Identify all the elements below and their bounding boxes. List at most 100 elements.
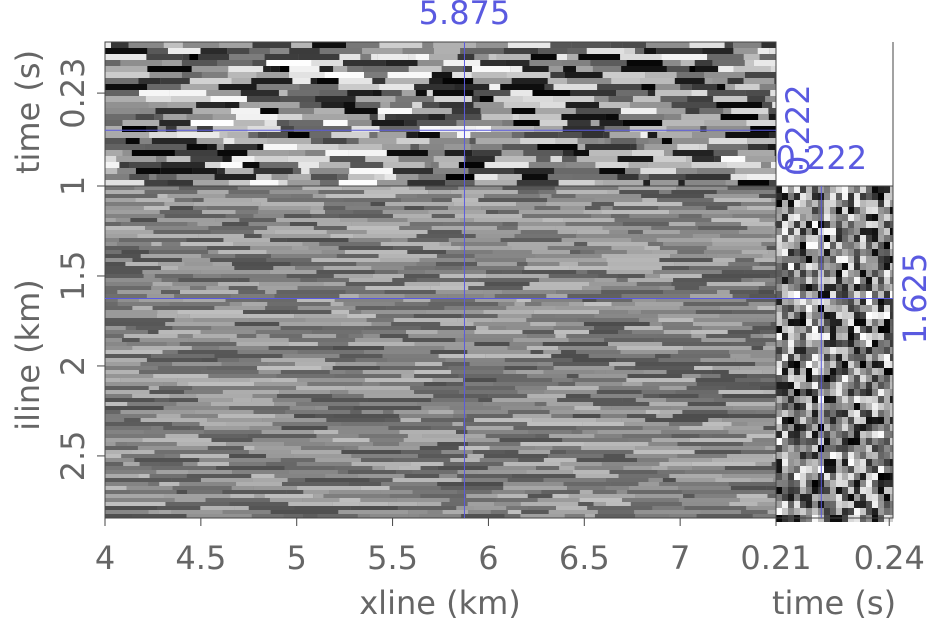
- texture-cell: [854, 431, 860, 438]
- texture-cell: [283, 514, 304, 518]
- texture-cell: [655, 84, 681, 90]
- texture-cell: [382, 210, 429, 214]
- texture-cell: [800, 494, 806, 501]
- texture-cell: [594, 370, 606, 374]
- texture-cell: [702, 422, 732, 426]
- texture-cell: [172, 362, 222, 366]
- texture-cell: [872, 431, 878, 438]
- texture-cell: [824, 249, 830, 256]
- texture-cell: [747, 422, 775, 426]
- texture-cell: [493, 96, 523, 102]
- texture-cell: [641, 84, 656, 90]
- texture-cell: [717, 290, 730, 294]
- texture-cell: [386, 306, 445, 310]
- texture-cell: [782, 368, 788, 375]
- texture-cell: [473, 218, 543, 222]
- texture-cell: [559, 262, 579, 266]
- texture-cell: [848, 382, 854, 389]
- texture-cell: [305, 478, 370, 482]
- texture-cell: [860, 473, 866, 480]
- texture-cell: [782, 340, 788, 347]
- texture-cell: [511, 474, 576, 478]
- texture-cell: [597, 84, 642, 90]
- texture-cell: [700, 126, 707, 132]
- texture-cell: [655, 90, 692, 96]
- texture-cell: [842, 459, 848, 466]
- texture-cell: [645, 418, 709, 422]
- texture-cell: [890, 186, 893, 193]
- texture-cell: [229, 302, 242, 306]
- texture-cell: [782, 382, 788, 389]
- texture-cell: [848, 487, 854, 494]
- texture-cell: [145, 96, 172, 102]
- texture-cell: [800, 221, 806, 228]
- texture-cell: [594, 198, 643, 202]
- texture-cell: [404, 294, 448, 298]
- texture-cell: [369, 514, 409, 518]
- texture-cell: [349, 310, 362, 314]
- texture-cell: [773, 478, 776, 482]
- texture-cell: [235, 114, 278, 120]
- texture-cell: [737, 150, 775, 156]
- texture-cell: [169, 302, 230, 306]
- texture-cell: [735, 168, 776, 174]
- texture-cell: [552, 378, 573, 382]
- texture-cell: [866, 340, 872, 347]
- texture-cell: [161, 290, 181, 294]
- texture-cell: [289, 120, 324, 126]
- texture-cell: [748, 382, 776, 386]
- texture-cell: [842, 228, 848, 235]
- texture-cell: [239, 358, 262, 362]
- texture-cell: [772, 102, 776, 108]
- texture-cell: [473, 90, 511, 96]
- texture-cell: [782, 410, 788, 417]
- texture-cell: [554, 314, 595, 318]
- texture-cell: [442, 222, 503, 226]
- texture-cell: [105, 262, 126, 266]
- texture-cell: [712, 258, 736, 262]
- texture-cell: [326, 418, 385, 422]
- texture-cell: [830, 424, 836, 431]
- texture-cell: [441, 502, 468, 506]
- texture-cell: [836, 333, 842, 340]
- texture-cell: [348, 278, 393, 282]
- texture-cell: [842, 375, 848, 382]
- texture-cell: [159, 120, 191, 126]
- texture-cell: [806, 403, 812, 410]
- texture-cell: [830, 417, 836, 424]
- texture-cell: [884, 487, 890, 494]
- texture-cell: [506, 326, 554, 330]
- texture-cell: [105, 334, 124, 338]
- texture-cell: [463, 334, 527, 338]
- texture-cell: [393, 318, 458, 322]
- texture-cell: [594, 180, 604, 186]
- texture-cell: [156, 414, 181, 418]
- texture-cell: [782, 473, 788, 480]
- texture-cell: [866, 207, 872, 214]
- texture-cell: [788, 375, 794, 382]
- texture-cell: [260, 202, 325, 206]
- texture-cell: [259, 162, 299, 168]
- texture-cell: [713, 398, 775, 402]
- texture-cell: [824, 375, 830, 382]
- texture-cell: [704, 78, 713, 84]
- texture-cell: [691, 334, 707, 338]
- texture-cell: [414, 390, 460, 394]
- texture-cell: [860, 270, 866, 277]
- texture-cell: [776, 333, 782, 340]
- texture-cell: [346, 138, 359, 144]
- texture-cell: [147, 66, 192, 72]
- texture-cell: [105, 246, 140, 250]
- texture-cell: [163, 114, 187, 120]
- texture-cell: [193, 202, 261, 206]
- texture-cell: [890, 214, 893, 221]
- texture-cell: [212, 114, 236, 120]
- texture-cell: [197, 222, 223, 226]
- texture-cell: [430, 350, 468, 354]
- texture-cell: [325, 474, 358, 478]
- texture-cell: [530, 322, 556, 326]
- texture-cell: [290, 310, 332, 314]
- texture-cell: [254, 382, 308, 386]
- texture-cell: [105, 386, 149, 390]
- texture-cell: [576, 270, 588, 274]
